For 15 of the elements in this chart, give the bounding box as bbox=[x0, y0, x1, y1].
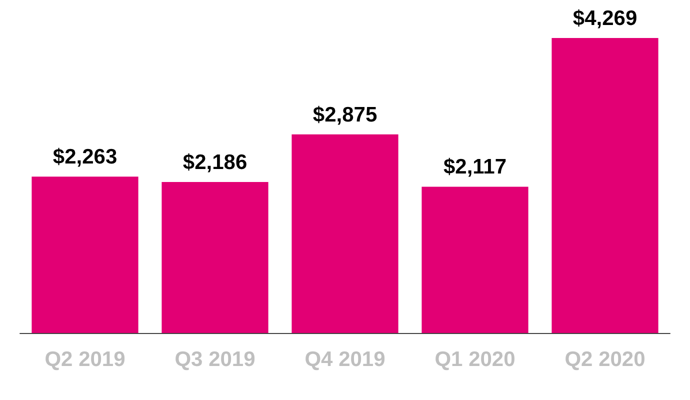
bar bbox=[162, 182, 268, 333]
bar bbox=[32, 176, 138, 333]
x-tick-label: Q2 2019 bbox=[44, 348, 126, 371]
data-label: $2,875 bbox=[312, 103, 378, 126]
x-tick-label: Q3 2019 bbox=[174, 348, 256, 371]
bar bbox=[552, 38, 658, 333]
data-label: $2,186 bbox=[182, 150, 248, 174]
data-label: $2,117 bbox=[443, 156, 507, 179]
x-tick-label: Q1 2020 bbox=[434, 348, 516, 371]
data-label: $4,269 bbox=[572, 7, 638, 30]
bar bbox=[292, 134, 398, 333]
x-tick-label: Q4 2019 bbox=[304, 348, 386, 371]
bar bbox=[422, 186, 528, 333]
x-tick-label: Q2 2020 bbox=[564, 348, 646, 371]
data-label: $2,263 bbox=[52, 146, 118, 169]
